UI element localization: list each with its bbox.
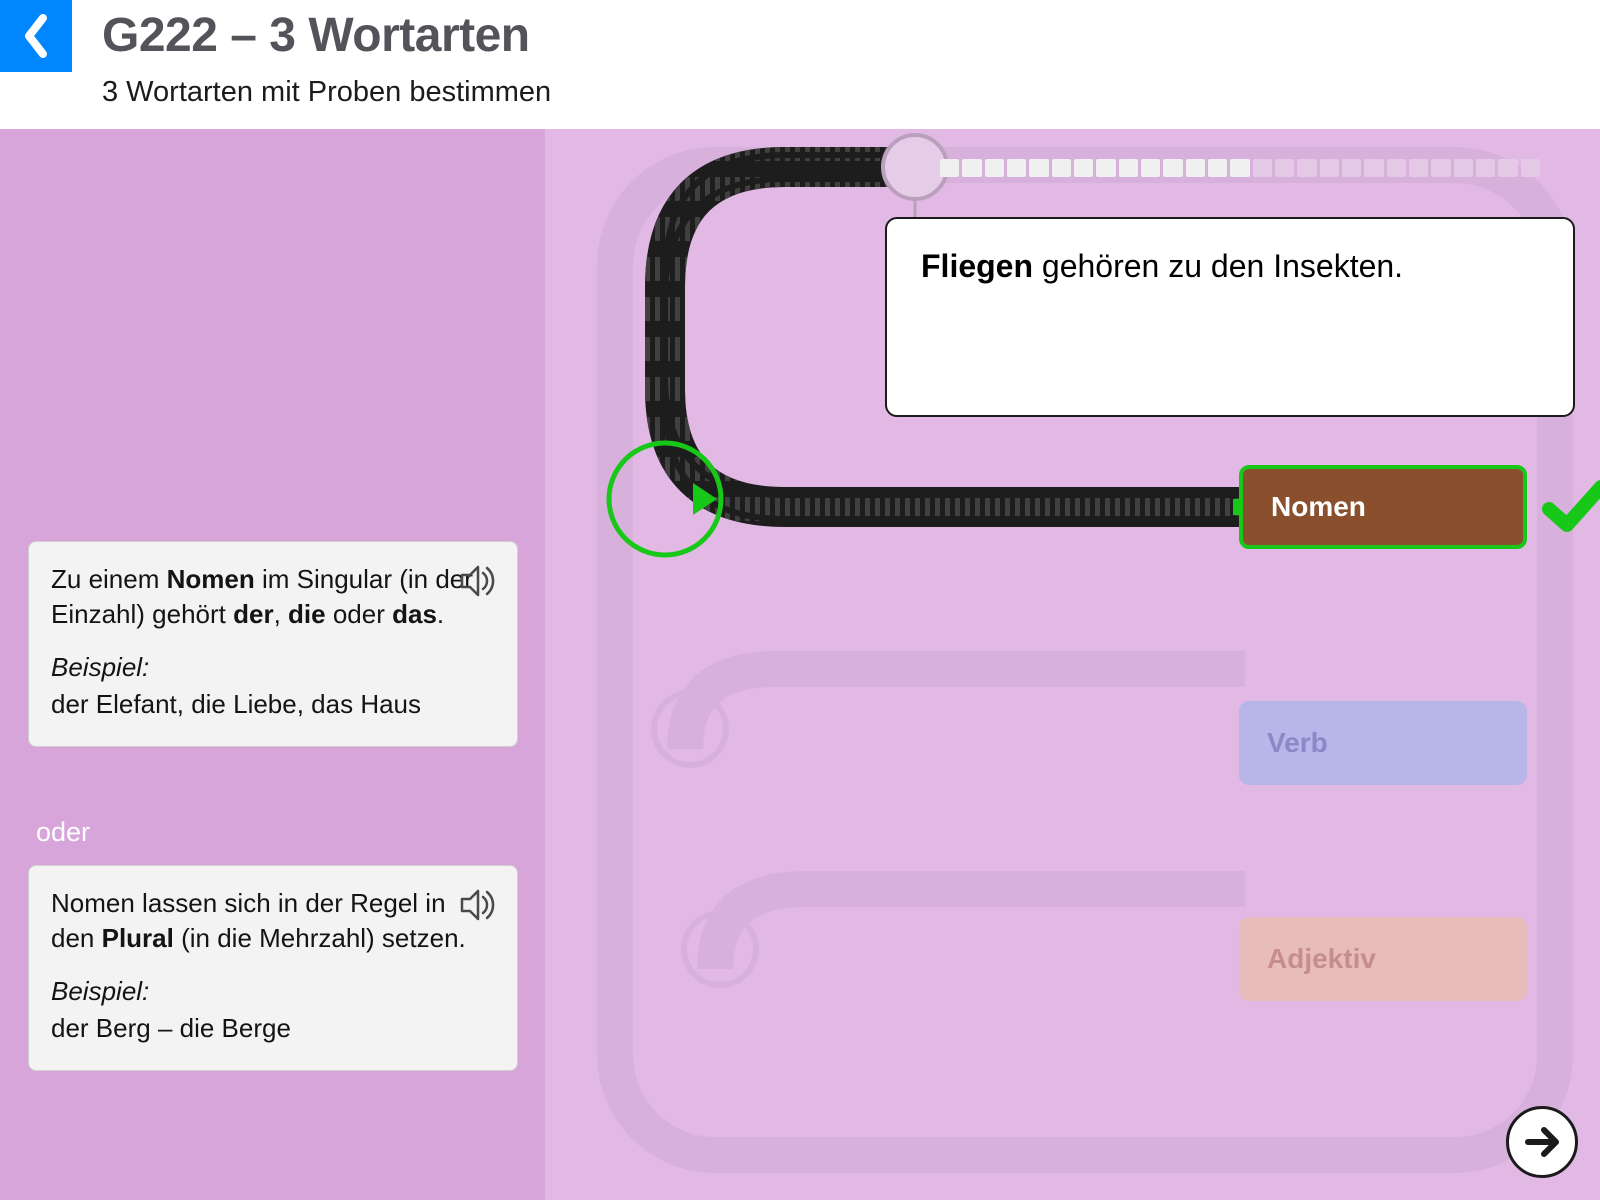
progress-bar bbox=[940, 159, 1540, 179]
progress-segment bbox=[1297, 159, 1316, 177]
speaker-button-2[interactable] bbox=[457, 884, 499, 926]
correct-checkmark bbox=[1541, 473, 1600, 541]
answer-nomen-label: Nomen bbox=[1271, 491, 1366, 523]
progress-segment bbox=[1230, 159, 1249, 177]
progress-segment bbox=[1409, 159, 1428, 177]
progress-segment bbox=[1431, 159, 1450, 177]
hint-card-1: Zu einem Nomen im Singular (in der Einza… bbox=[28, 541, 518, 747]
next-button[interactable] bbox=[1506, 1106, 1578, 1178]
speaker-button-1[interactable] bbox=[457, 560, 499, 602]
progress-segment bbox=[1052, 159, 1071, 177]
progress-segment bbox=[1387, 159, 1406, 177]
hint2-text: Nomen lassen sich in der Regel in den Pl… bbox=[51, 886, 495, 956]
answer-adjektiv[interactable]: Adjektiv bbox=[1239, 917, 1527, 1001]
progress-segment bbox=[1141, 159, 1160, 177]
exercise-panel: Fliegen gehören zu den Insekten. Nomen V… bbox=[545, 129, 1600, 1200]
progress-segment bbox=[1096, 159, 1115, 177]
progress-segment bbox=[1275, 159, 1294, 177]
progress-segment bbox=[1454, 159, 1473, 177]
answer-verb[interactable]: Verb bbox=[1239, 701, 1527, 785]
progress-segment bbox=[1163, 159, 1182, 177]
hint1-example: der Elefant, die Liebe, das Haus bbox=[51, 687, 495, 722]
question-card: Fliegen gehören zu den Insekten. bbox=[885, 217, 1575, 417]
back-button[interactable] bbox=[0, 0, 72, 72]
progress-segment bbox=[1320, 159, 1339, 177]
progress-segment bbox=[1119, 159, 1138, 177]
progress-segment bbox=[1342, 159, 1361, 177]
progress-segment bbox=[1521, 159, 1540, 177]
arrow-right-icon bbox=[1522, 1122, 1562, 1162]
answer-nomen[interactable]: Nomen bbox=[1239, 465, 1527, 549]
speaker-icon bbox=[458, 561, 498, 601]
progress-segment bbox=[962, 159, 981, 177]
progress-segment bbox=[1208, 159, 1227, 177]
hint2-example-label: Beispiel: bbox=[51, 974, 495, 1009]
progress-segment bbox=[940, 159, 959, 177]
speaker-icon bbox=[458, 885, 498, 925]
hint-card-2: Nomen lassen sich in der Regel in den Pl… bbox=[28, 865, 518, 1071]
progress-segment bbox=[1186, 159, 1205, 177]
progress-segment bbox=[985, 159, 1004, 177]
hint1-example-label: Beispiel: bbox=[51, 650, 495, 685]
page-title: G222 – 3 Wortarten bbox=[102, 0, 530, 72]
answer-verb-label: Verb bbox=[1267, 727, 1328, 759]
progress-segment bbox=[1476, 159, 1495, 177]
progress-segment bbox=[1364, 159, 1383, 177]
answer-adjektiv-label: Adjektiv bbox=[1267, 943, 1376, 975]
hints-panel: Zu einem Nomen im Singular (in der Einza… bbox=[0, 129, 545, 1200]
page-subtitle: 3 Wortarten mit Proben bestimmen bbox=[102, 76, 1600, 109]
chevron-left-icon bbox=[21, 14, 51, 58]
progress-segment bbox=[1029, 159, 1048, 177]
header: G222 – 3 Wortarten 3 Wortarten mit Probe… bbox=[0, 0, 1600, 129]
check-icon bbox=[1541, 473, 1600, 541]
progress-segment bbox=[1498, 159, 1517, 177]
hint1-text: Zu einem Nomen im Singular (in der Einza… bbox=[51, 562, 495, 632]
question-text: Fliegen gehören zu den Insekten. bbox=[921, 245, 1539, 288]
progress-segment bbox=[1074, 159, 1093, 177]
hint-separator: oder bbox=[36, 817, 90, 848]
hint2-example: der Berg – die Berge bbox=[51, 1011, 495, 1046]
progress-segment bbox=[1007, 159, 1026, 177]
progress-segment bbox=[1253, 159, 1272, 177]
